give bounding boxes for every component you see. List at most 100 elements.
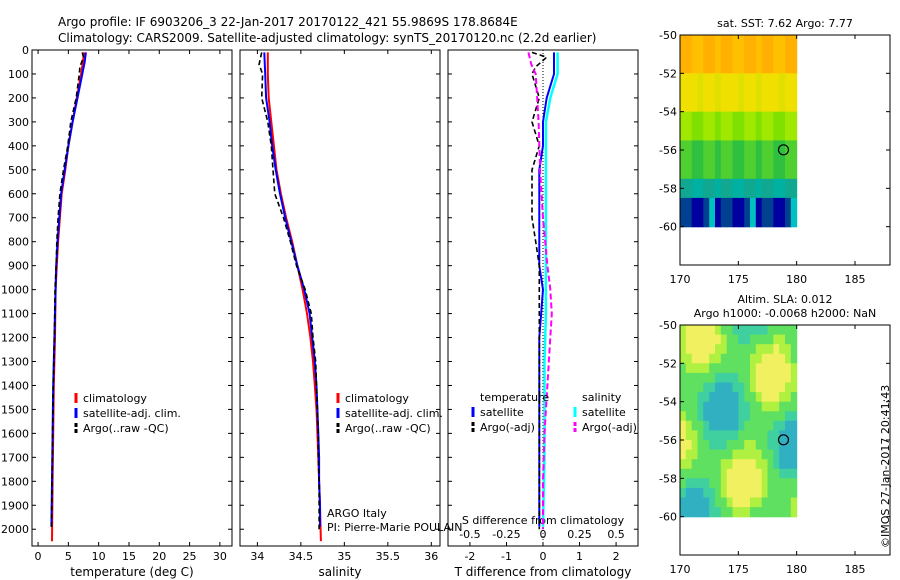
map-cell — [738, 121, 745, 132]
map-cell — [785, 487, 792, 499]
map-cell — [697, 35, 704, 46]
map-cell — [680, 217, 687, 228]
map-cell — [732, 102, 739, 113]
map-cell — [703, 169, 710, 180]
map-cell — [790, 207, 798, 218]
map-cell — [738, 382, 745, 393]
map-cell — [685, 487, 693, 499]
map-cell — [691, 382, 699, 393]
map-cell — [779, 478, 786, 489]
map-cell — [715, 54, 722, 65]
map-cell — [680, 169, 687, 180]
map-cell — [697, 197, 704, 209]
map-cell — [709, 111, 716, 122]
map-cell — [785, 130, 792, 141]
map-cell — [767, 497, 774, 508]
map-cell — [744, 150, 751, 161]
map-cell — [720, 111, 728, 122]
map-cell — [685, 92, 693, 103]
map-cell — [680, 344, 687, 355]
map-cell — [773, 111, 780, 122]
map-cell — [779, 401, 786, 412]
map-cell — [790, 325, 798, 336]
map-cell — [785, 92, 792, 103]
x-tick-label: 35 — [337, 550, 351, 563]
map-cell — [767, 487, 774, 499]
map-cell — [773, 392, 780, 403]
map-cell — [773, 401, 780, 412]
map-cell — [732, 82, 739, 94]
map-cell — [744, 169, 751, 180]
x-axis-label: temperature (deg C) — [70, 565, 193, 579]
map-cell — [691, 217, 699, 228]
map-cell — [685, 325, 693, 336]
map-cell — [680, 197, 687, 209]
map-cell — [785, 401, 792, 412]
map-cell — [732, 430, 739, 441]
map-cell — [709, 372, 716, 384]
map-cell — [720, 325, 728, 336]
y-tick-label: 1800 — [1, 475, 29, 488]
map-cell — [685, 497, 693, 508]
map-cell — [761, 392, 769, 403]
y-tick-label: -58 — [659, 182, 677, 195]
map-cell — [761, 140, 769, 151]
map-cell — [685, 197, 693, 209]
map-cell — [691, 102, 699, 113]
map-cell — [715, 411, 722, 422]
y-tick-label: 1000 — [1, 284, 29, 297]
map-cell — [773, 411, 780, 422]
map-cell — [732, 487, 739, 499]
map-subtitle: Argo h1000: -0.0068 h2000: NaN — [694, 307, 877, 320]
map-cell — [715, 111, 722, 122]
map-cell — [779, 73, 786, 84]
map-cell — [790, 382, 798, 393]
map-cell — [680, 430, 687, 441]
map-cell — [715, 150, 722, 161]
map-cell — [755, 178, 763, 189]
map-cell — [732, 344, 739, 355]
map-cell — [726, 449, 734, 460]
map-cell — [703, 344, 710, 355]
map-cell — [680, 487, 687, 499]
map-cell — [709, 478, 716, 489]
y-tick-label: -52 — [659, 357, 677, 370]
map-cell — [680, 372, 687, 384]
map-cell — [750, 63, 757, 74]
map-cell — [685, 344, 693, 355]
map-cell — [738, 178, 745, 189]
map-cell — [691, 159, 699, 170]
map-cell — [709, 54, 716, 65]
map-cell — [790, 92, 798, 103]
map-cell — [773, 207, 780, 218]
map-cell — [709, 140, 716, 151]
map-cell — [779, 217, 786, 228]
map-cell — [715, 420, 722, 431]
map-cell — [779, 507, 786, 518]
map-cell — [726, 468, 734, 479]
map-cell — [680, 507, 687, 518]
map-cell — [767, 325, 774, 336]
map-cell — [744, 334, 751, 345]
map-cell — [785, 102, 792, 113]
map-cell — [773, 363, 780, 374]
map-cell — [732, 188, 739, 199]
map-cell — [750, 54, 757, 65]
y-tick-label: 600 — [8, 188, 29, 201]
map-cell — [703, 401, 710, 412]
map-cell — [732, 372, 739, 384]
map-cell — [755, 159, 763, 170]
map-cell — [697, 468, 704, 479]
map-cell — [685, 507, 693, 518]
map-cell — [685, 468, 693, 479]
argo-position-marker — [777, 434, 790, 446]
map-cell — [703, 197, 710, 209]
y-tick-label: -58 — [659, 472, 677, 485]
map-cell — [720, 420, 728, 431]
map-cell — [755, 478, 763, 489]
map-cell — [680, 449, 687, 460]
map-cell — [697, 334, 704, 345]
map-cell — [697, 92, 704, 103]
map-cell — [744, 382, 751, 393]
map-cell — [715, 102, 722, 113]
